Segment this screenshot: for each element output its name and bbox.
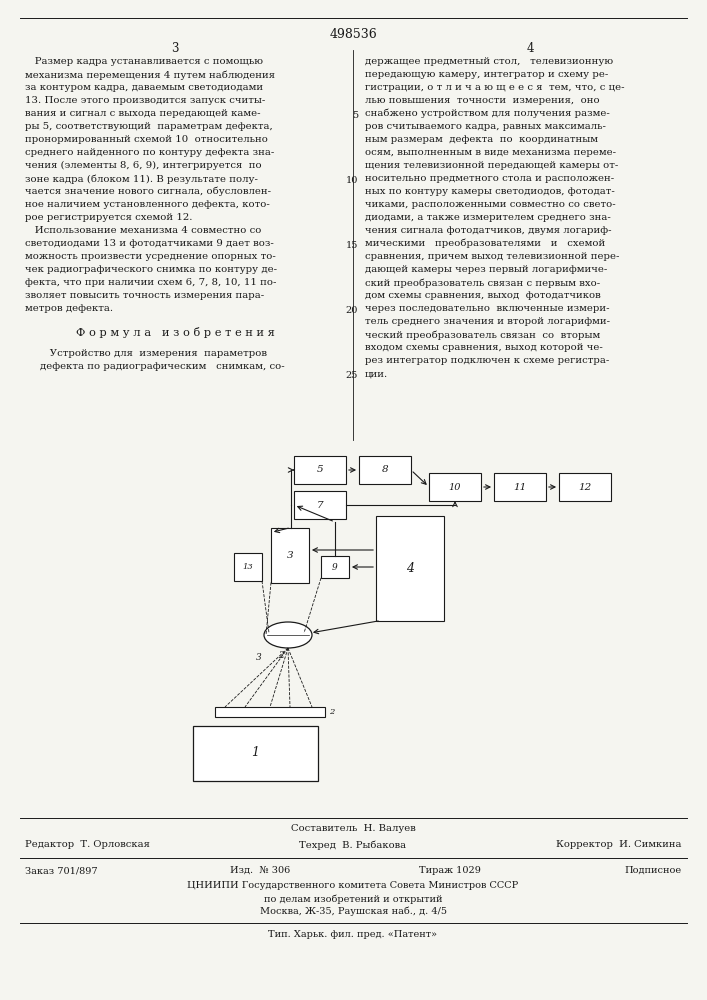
Bar (559, 473, 611, 501)
Text: ЦНИИПИ Государственного комитета Совета Министров СССР: ЦНИИПИ Государственного комитета Совета … (187, 881, 519, 890)
Text: ции.: ции. (365, 369, 388, 378)
Text: можность произвести усреднение опорных то-: можность произвести усреднение опорных т… (25, 252, 276, 261)
Text: 2: 2 (329, 708, 334, 716)
Text: зоне кадра (блоком 11). В результате полу-: зоне кадра (блоком 11). В результате пол… (25, 174, 258, 184)
Text: за контуром кадра, даваемым светодиодами: за контуром кадра, даваемым светодиодами (25, 83, 263, 92)
Text: зволяет повысить точность измерения пара-: зволяет повысить точность измерения пара… (25, 291, 264, 300)
Text: дом схемы сравнения, выход  фотодатчиков: дом схемы сравнения, выход фотодатчиков (365, 291, 601, 300)
Text: светодиодами 13 и фотодатчиками 9 дает воз-: светодиодами 13 и фотодатчиками 9 дает в… (25, 239, 274, 248)
Text: 2: 2 (278, 651, 284, 660)
Text: лью повышения  точности  измерения,  оно: лью повышения точности измерения, оно (365, 96, 600, 105)
Text: входом схемы сравнения, выход которой че-: входом схемы сравнения, выход которой че… (365, 343, 603, 352)
Text: 3: 3 (256, 653, 262, 662)
Text: Редактор  Т. Орловская: Редактор Т. Орловская (25, 840, 150, 849)
Text: щения телевизионной передающей камеры от-: щения телевизионной передающей камеры от… (365, 161, 618, 170)
Text: 9: 9 (332, 562, 338, 572)
Text: метров дефекта.: метров дефекта. (25, 304, 113, 313)
Text: ным размерам  дефекта  по  координатным: ным размерам дефекта по координатным (365, 135, 598, 144)
Text: ры 5, соответствующий  параметрам дефекта,: ры 5, соответствующий параметрам дефекта… (25, 122, 273, 131)
Text: 3: 3 (286, 550, 293, 560)
Text: 4: 4 (406, 562, 414, 574)
Text: Составитель  Н. Валуев: Составитель Н. Валуев (291, 824, 416, 833)
Text: чения (элементы 8, 6, 9), интегрируется  по: чения (элементы 8, 6, 9), интегрируется … (25, 161, 262, 170)
Bar (271, 528, 309, 582)
Text: ров считываемого кадра, равных максималь-: ров считываемого кадра, равных максималь… (365, 122, 606, 131)
Text: Москва, Ж-35, Раушская наб., д. 4/5: Москва, Ж-35, Раушская наб., д. 4/5 (259, 907, 447, 916)
Text: ский преобразователь связан с первым вхо-: ский преобразователь связан с первым вхо… (365, 278, 600, 288)
Text: тель среднего значения и второй логарифми-: тель среднего значения и второй логарифм… (365, 317, 610, 326)
Text: 13: 13 (243, 563, 253, 571)
Text: среднего найденного по контуру дефекта зна-: среднего найденного по контуру дефекта з… (25, 148, 274, 157)
Text: 8: 8 (382, 466, 388, 475)
Text: ное наличием установленного дефекта, кото-: ное наличием установленного дефекта, кот… (25, 200, 270, 209)
Bar (294, 491, 346, 519)
Bar (321, 556, 349, 578)
Text: 7: 7 (317, 500, 323, 510)
Text: рез интегратор подключен к схеме регистра-: рез интегратор подключен к схеме регистр… (365, 356, 609, 365)
Text: дефекта по радиографическим   снимкам, со-: дефекта по радиографическим снимкам, со- (40, 362, 285, 371)
Text: дающей камеры через первый логарифмиче-: дающей камеры через первый логарифмиче- (365, 265, 607, 274)
Text: Изд.  № 306: Изд. № 306 (230, 866, 290, 875)
Text: фекта, что при наличии схем 6, 7, 8, 10, 11 по-: фекта, что при наличии схем 6, 7, 8, 10,… (25, 278, 276, 287)
Text: Техред  В. Рыбакова: Техред В. Рыбакова (300, 840, 407, 850)
Text: носительно предметного стола и расположен-: носительно предметного стола и расположе… (365, 174, 614, 183)
Text: Тип. Харьк. фил. пред. «Патент»: Тип. Харьк. фил. пред. «Патент» (269, 930, 438, 939)
Text: передающую камеру, интегратор и схему ре-: передающую камеру, интегратор и схему ре… (365, 70, 608, 79)
Text: 4: 4 (526, 42, 534, 55)
Text: рое регистрируется схемой 12.: рое регистрируется схемой 12. (25, 213, 192, 222)
Text: 12: 12 (578, 483, 592, 491)
Text: держащее предметный стол,   телевизионную: держащее предметный стол, телевизионную (365, 57, 613, 66)
Text: Ф о р м у л а   и з о б р е т е н и я: Ф о р м у л а и з о б р е т е н и я (76, 327, 274, 338)
Text: вания и сигнал с выхода передающей каме-: вания и сигнал с выхода передающей каме- (25, 109, 260, 118)
Text: ческий преобразователь связан  со  вторым: ческий преобразователь связан со вторым (365, 330, 600, 340)
Text: Тираж 1029: Тираж 1029 (419, 866, 481, 875)
Text: 498536: 498536 (329, 28, 377, 41)
Text: снабжено устройством для получения разме-: снабжено устройством для получения разме… (365, 109, 609, 118)
Text: по делам изобретений и открытий: по делам изобретений и открытий (264, 894, 443, 904)
Text: Использование механизма 4 совместно со: Использование механизма 4 совместно со (25, 226, 262, 235)
Text: 13. После этого производится запуск считы-: 13. После этого производится запуск счит… (25, 96, 265, 105)
Text: Заказ 701/897: Заказ 701/897 (25, 866, 98, 875)
Bar (294, 456, 346, 484)
Ellipse shape (264, 622, 312, 648)
Text: чиками, расположенными совместно со свето-: чиками, расположенными совместно со свет… (365, 200, 616, 209)
Bar (192, 726, 317, 780)
Text: чения сигнала фотодатчиков, двумя логариф-: чения сигнала фотодатчиков, двумя логари… (365, 226, 612, 235)
Text: через последовательно  включенные измери-: через последовательно включенные измери- (365, 304, 609, 313)
Text: 15: 15 (346, 241, 358, 250)
Text: 5: 5 (352, 111, 358, 120)
Bar (215, 707, 325, 717)
Text: Размер кадра устанавливается с помощью: Размер кадра устанавливается с помощью (25, 57, 263, 66)
Text: чек радиографического снимка по контуру де-: чек радиографического снимка по контуру … (25, 265, 277, 274)
Text: 10: 10 (449, 483, 461, 491)
Text: 3: 3 (171, 42, 179, 55)
Text: Устройство для  измерения  параметров: Устройство для измерения параметров (40, 349, 267, 358)
Text: Подписное: Подписное (625, 866, 682, 875)
Text: гистрации, о т л и ч а ю щ е е с я  тем, что, с це-: гистрации, о т л и ч а ю щ е е с я тем, … (365, 83, 624, 92)
Bar (234, 553, 262, 581)
Text: 1: 1 (251, 746, 259, 760)
Text: 25: 25 (346, 371, 358, 380)
Bar (429, 473, 481, 501)
Text: диодами, а также измерителем среднего зна-: диодами, а также измерителем среднего зн… (365, 213, 611, 222)
Text: пронормированный схемой 10  относительно: пронормированный схемой 10 относительно (25, 135, 268, 144)
Text: ных по контуру камеры светодиодов, фотодат-: ных по контуру камеры светодиодов, фотод… (365, 187, 615, 196)
Bar (359, 456, 411, 484)
Text: 10: 10 (346, 176, 358, 185)
Text: 5: 5 (317, 466, 323, 475)
Text: мическими   преобразователями   и   схемой: мическими преобразователями и схемой (365, 239, 605, 248)
Bar (376, 516, 444, 620)
Bar (494, 473, 546, 501)
Text: 11: 11 (513, 483, 527, 491)
Text: механизма перемещения 4 путем наблюдения: механизма перемещения 4 путем наблюдения (25, 70, 275, 80)
Text: сравнения, причем выход телевизионной пере-: сравнения, причем выход телевизионной пе… (365, 252, 619, 261)
Text: чается значение нового сигнала, обусловлен-: чается значение нового сигнала, обусловл… (25, 187, 271, 196)
Text: 20: 20 (346, 306, 358, 315)
Text: Корректор  И. Симкина: Корректор И. Симкина (556, 840, 682, 849)
Text: осям, выполненным в виде механизма переме-: осям, выполненным в виде механизма перем… (365, 148, 616, 157)
